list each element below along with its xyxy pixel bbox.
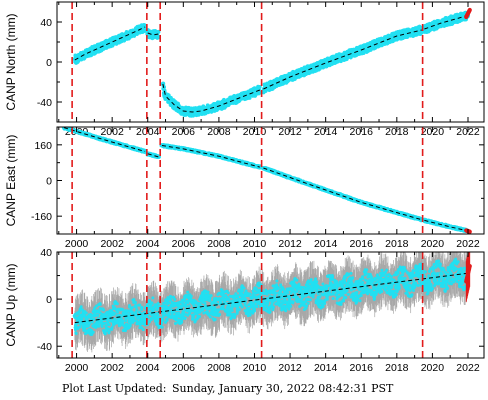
x-tick-label: 2002 <box>100 238 124 250</box>
data-series <box>72 23 147 65</box>
data-series <box>260 165 424 223</box>
recent-point <box>467 229 472 234</box>
x-tick-label: 2006 <box>172 238 196 250</box>
data-series <box>261 24 424 95</box>
plot-frame <box>56 1 485 123</box>
y-tick-label: 40 <box>40 17 52 29</box>
trend-line <box>424 219 469 232</box>
data-point <box>161 81 166 86</box>
recent-data <box>464 228 472 234</box>
data-point <box>142 23 147 28</box>
y-axis-label: CANP East (mm) <box>4 135 18 227</box>
trend-line <box>147 153 159 158</box>
x-tick-label: 2022 <box>456 238 480 250</box>
x-tick-label: 2000 <box>65 238 89 250</box>
x-tick-label: 2014 <box>314 238 338 250</box>
y-tick-label: -160 <box>31 211 52 223</box>
trend-line <box>161 145 260 168</box>
x-tick-label: 2016 <box>350 238 374 250</box>
plot-area <box>72 7 472 118</box>
x-tick-label: 2004 <box>136 238 160 250</box>
data-series <box>421 10 470 35</box>
trend-line <box>263 29 422 90</box>
y-tick-label: -40 <box>37 97 52 109</box>
chart-panel: 2000200220042006200820102012201420162018… <box>4 1 485 138</box>
data-point <box>142 28 147 33</box>
y-tick-label: 0 <box>46 57 52 69</box>
chart-panel: 2000 2002 2004 2006 2008 2010 2012 2014 2016 2018… <box>4 126 485 250</box>
data-point <box>156 35 161 39</box>
data-series <box>160 81 262 118</box>
recent-point <box>467 7 472 13</box>
data-point <box>257 85 262 89</box>
y-tick-label: 160 <box>34 140 52 152</box>
data-point <box>419 30 424 35</box>
x-tick-label: 2008 <box>207 238 231 250</box>
x-tick-label: 2020 <box>421 238 445 250</box>
data-point <box>157 155 161 159</box>
y-axis-label: CANP North (mm) <box>4 13 18 110</box>
trend-line <box>147 32 159 36</box>
data-series <box>159 142 262 170</box>
y-tick-label: 0 <box>46 176 52 188</box>
data-series <box>145 151 161 159</box>
x-tick-label: 2010 <box>243 238 267 250</box>
plot-area <box>72 252 472 353</box>
plot-area <box>61 127 472 234</box>
trend-line <box>263 167 422 221</box>
trend-line <box>424 14 469 30</box>
x-tick-label: 2012 <box>278 238 302 250</box>
recent-data <box>464 7 472 20</box>
trend-line <box>162 83 261 113</box>
trend-line <box>74 26 146 61</box>
x-tick-label: 2018 <box>385 238 409 250</box>
